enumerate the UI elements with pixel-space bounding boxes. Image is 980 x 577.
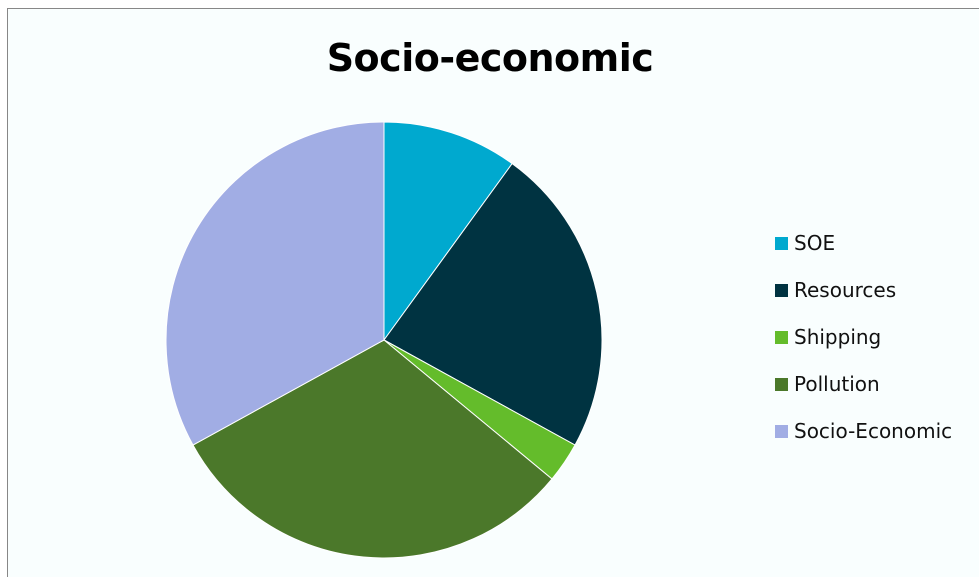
legend-label: Pollution bbox=[794, 372, 880, 396]
pie-slice-socio-economic bbox=[165, 121, 385, 446]
legend-item: Shipping bbox=[775, 325, 952, 349]
legend-item: Pollution bbox=[775, 372, 952, 396]
legend-swatch bbox=[775, 236, 788, 250]
pie-slice-resources bbox=[383, 162, 603, 446]
legend-swatch bbox=[775, 377, 788, 391]
chart-legend: SOE Resources Shipping Pollution Socio-Econo… bbox=[775, 231, 952, 466]
pie-slice-pollution bbox=[192, 339, 553, 559]
legend-swatch bbox=[775, 283, 788, 297]
legend-item: Resources bbox=[775, 278, 952, 302]
legend-label: Socio-Economic bbox=[794, 419, 953, 443]
legend-item: Socio-Economic bbox=[775, 419, 952, 443]
legend-label: Resources bbox=[794, 278, 897, 302]
legend-label: Shipping bbox=[794, 325, 882, 349]
pie-slice-soe bbox=[383, 121, 513, 342]
pie-slices bbox=[165, 121, 603, 559]
chart-title: Socio-economic bbox=[326, 36, 654, 80]
legend-label: SOE bbox=[794, 231, 836, 255]
legend-swatch bbox=[775, 424, 788, 438]
legend-item: SOE bbox=[775, 231, 952, 255]
legend-swatch bbox=[775, 330, 788, 344]
